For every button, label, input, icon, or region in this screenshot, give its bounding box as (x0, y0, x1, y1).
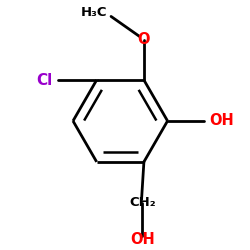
Text: Cl: Cl (37, 72, 53, 88)
Text: OH: OH (209, 114, 234, 128)
Text: OH: OH (130, 232, 155, 247)
Text: CH₂: CH₂ (130, 196, 156, 208)
Text: H₃C: H₃C (81, 6, 108, 20)
Text: O: O (138, 32, 150, 47)
